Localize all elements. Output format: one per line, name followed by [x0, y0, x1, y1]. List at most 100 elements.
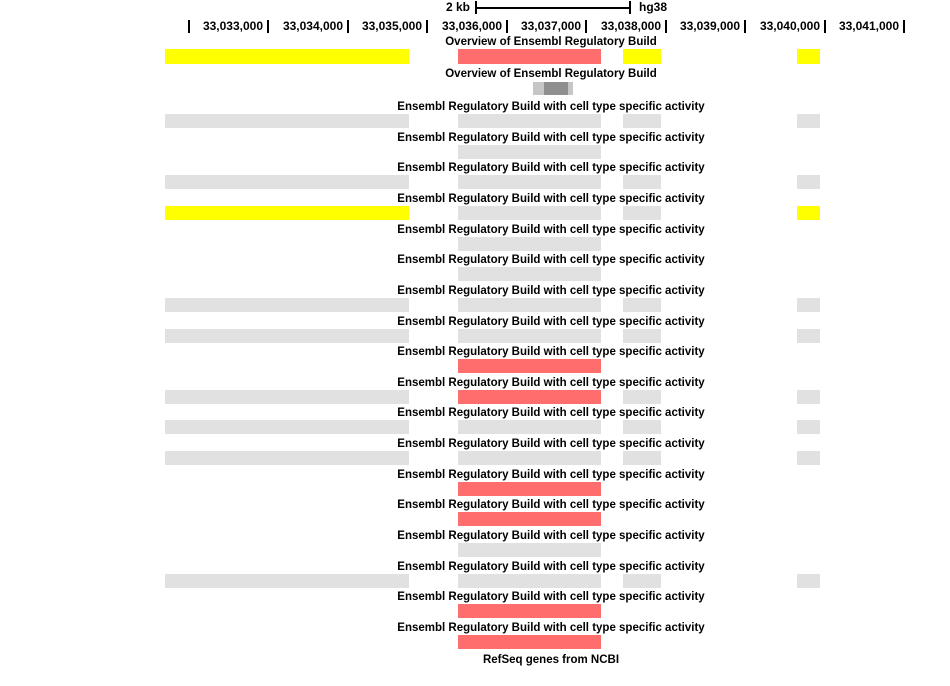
track-center-label[interactable]: Ensembl Regulatory Build with cell type … [397, 162, 705, 174]
ruler-coordinate-label: 33,033,000 [202, 19, 263, 33]
regulatory-feature-bar[interactable] [623, 420, 661, 434]
ruler-tick [903, 20, 905, 33]
ruler-coordinate-label: 33,034,000 [282, 19, 343, 33]
track-center-label[interactable]: Ensembl Regulatory Build with cell type … [397, 438, 705, 450]
ruler-coordinate-label: 33,036,000 [441, 19, 502, 33]
ruler-tick [267, 20, 269, 33]
regulatory-feature-bar[interactable] [458, 482, 601, 496]
ruler-tick [188, 20, 190, 33]
regulatory-feature-bar[interactable] [458, 329, 601, 343]
assembly-label: hg38 [639, 0, 668, 14]
regulatory-feature-bar[interactable] [623, 451, 661, 465]
track-center-label[interactable]: Ensembl Regulatory Build with cell type … [397, 254, 705, 266]
regulatory-feature-bar[interactable] [623, 206, 661, 220]
regulatory-feature-bar[interactable] [458, 206, 601, 220]
ruler-coordinate-label: 33,038,000 [600, 19, 661, 33]
regulatory-feature-bar[interactable] [458, 543, 601, 557]
regulatory-feature-bar[interactable] [797, 49, 820, 64]
regulatory-feature-bar[interactable] [568, 82, 573, 95]
regulatory-feature-bar[interactable] [458, 145, 601, 159]
regulatory-feature-bar[interactable] [797, 451, 820, 465]
regulatory-feature-bar[interactable] [797, 175, 820, 189]
regulatory-feature-bar[interactable] [797, 298, 820, 312]
track-center-label[interactable]: Ensembl Regulatory Build with cell type … [397, 561, 705, 573]
ruler-coordinate-label: 33,040,000 [759, 19, 820, 33]
regulatory-feature-bar[interactable] [797, 114, 820, 128]
regulatory-feature-bar[interactable] [458, 451, 601, 465]
ruler-tick [347, 20, 349, 33]
regulatory-feature-bar[interactable] [797, 390, 820, 404]
regulatory-feature-bar[interactable] [533, 82, 544, 95]
regulatory-feature-bar[interactable] [458, 359, 601, 373]
regulatory-feature-bar[interactable] [797, 206, 820, 220]
regulatory-feature-bar[interactable] [165, 574, 409, 588]
regulatory-feature-bar[interactable] [623, 175, 661, 189]
track-center-label[interactable]: Ensembl Regulatory Build with cell type … [397, 499, 705, 511]
track-center-label[interactable]: RefSeq genes from NCBI [482, 654, 620, 666]
regulatory-feature-bar[interactable] [458, 49, 601, 64]
regulatory-feature-bar[interactable] [458, 604, 601, 618]
ruler-coordinate-label: 33,035,000 [361, 19, 422, 33]
regulatory-feature-bar[interactable] [623, 298, 661, 312]
regulatory-feature-bar[interactable] [458, 267, 601, 281]
regulatory-feature-bar[interactable] [165, 420, 409, 434]
regulatory-feature-bar[interactable] [623, 49, 661, 64]
regulatory-feature-bar[interactable] [458, 420, 601, 434]
track-center-label[interactable]: Ensembl Regulatory Build with cell type … [397, 101, 705, 113]
scale-bar [475, 1, 631, 14]
coordinate-ruler: 33,033,000 33,034,000 33,035,000 33,036,000… [0, 20, 950, 34]
regulatory-feature-bar[interactable] [165, 329, 409, 343]
scale-length-label: 2 kb [445, 0, 470, 14]
track-center-label[interactable]: Overview of Ensembl Regulatory Build [445, 68, 657, 80]
regulatory-feature-bar[interactable] [458, 298, 601, 312]
ruler-tick [824, 20, 826, 33]
track-center-label[interactable]: Ensembl Regulatory Build with cell type … [397, 530, 705, 542]
regulatory-feature-bar[interactable] [165, 114, 409, 128]
regulatory-feature-bar[interactable] [458, 390, 601, 404]
track-center-label[interactable]: Ensembl Regulatory Build with cell type … [397, 591, 705, 603]
ruler-tick [426, 20, 428, 33]
regulatory-feature-bar[interactable] [165, 49, 409, 64]
scale-bar-line [475, 7, 631, 9]
ruler-tick [506, 20, 508, 33]
regulatory-feature-bar[interactable] [458, 114, 601, 128]
regulatory-feature-bar[interactable] [623, 329, 661, 343]
track-center-label[interactable]: Ensembl Regulatory Build with cell type … [397, 224, 705, 236]
regulatory-feature-bar[interactable] [623, 114, 661, 128]
track-center-label[interactable]: Ensembl Regulatory Build with cell type … [397, 622, 705, 634]
regulatory-feature-bar[interactable] [797, 329, 820, 343]
ruler-tick [665, 20, 667, 33]
track-center-label[interactable]: Ensembl Regulatory Build with cell type … [397, 377, 705, 389]
regulatory-feature-bar[interactable] [797, 420, 820, 434]
track-center-label[interactable]: Ensembl Regulatory Build with cell type … [397, 193, 705, 205]
track-center-label[interactable]: Ensembl Regulatory Build with cell type … [397, 407, 705, 419]
track-center-label[interactable]: Ensembl Regulatory Build with cell type … [397, 316, 705, 328]
regulatory-feature-bar[interactable] [544, 82, 568, 95]
track-center-label[interactable]: Ensembl Regulatory Build with cell type … [397, 132, 705, 144]
track-center-label[interactable]: Overview of Ensembl Regulatory Build [445, 36, 657, 48]
regulatory-feature-bar[interactable] [458, 512, 601, 526]
regulatory-feature-bar[interactable] [165, 175, 409, 189]
regulatory-feature-bar[interactable] [623, 574, 661, 588]
ruler-coordinate-label: 33,039,000 [679, 19, 740, 33]
regulatory-feature-bar[interactable] [165, 390, 409, 404]
regulatory-feature-bar[interactable] [623, 390, 661, 404]
ruler-tick [585, 20, 587, 33]
regulatory-feature-bar[interactable] [165, 298, 409, 312]
ruler-coordinate-label: 33,041,000 [838, 19, 899, 33]
regulatory-feature-bar[interactable] [458, 574, 601, 588]
regulatory-feature-bar[interactable] [797, 574, 820, 588]
regulatory-feature-bar[interactable] [165, 206, 409, 220]
regulatory-feature-bar[interactable] [458, 175, 601, 189]
regulatory-feature-bar[interactable] [458, 237, 601, 251]
ruler-tick [744, 20, 746, 33]
scale-bar-right-tick [629, 1, 631, 14]
track-center-label[interactable]: Ensembl Regulatory Build with cell type … [397, 469, 705, 481]
regulatory-feature-bar[interactable] [458, 635, 601, 649]
track-center-label[interactable]: Ensembl Regulatory Build with cell type … [397, 285, 705, 297]
ruler-coordinate-label: 33,037,000 [520, 19, 581, 33]
regulatory-feature-bar[interactable] [165, 451, 409, 465]
track-center-label[interactable]: Ensembl Regulatory Build with cell type … [397, 346, 705, 358]
